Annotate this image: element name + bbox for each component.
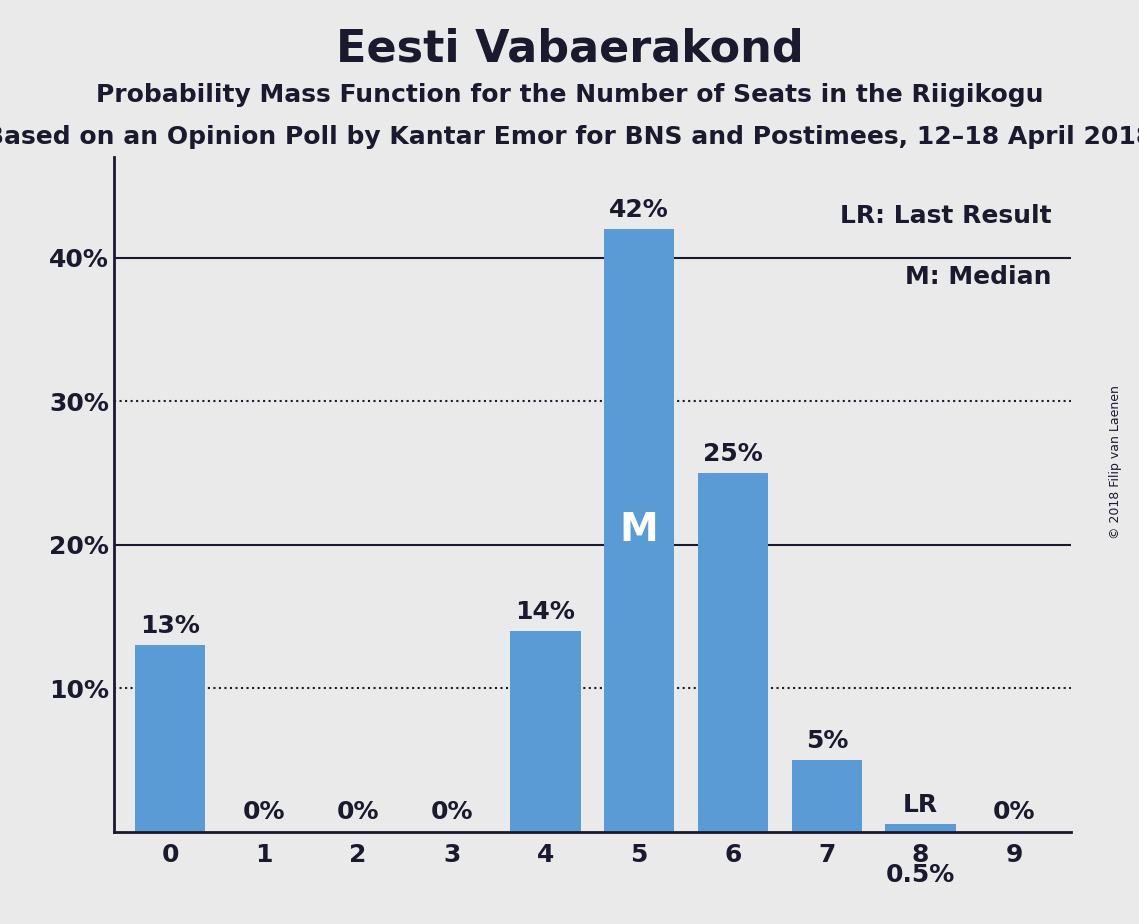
Bar [792,760,862,832]
Bar [604,229,674,832]
Bar [698,473,768,832]
Text: Based on an Opinion Poll by Kantar Emor for BNS and Postimees, 12–18 April 2018: Based on an Opinion Poll by Kantar Emor … [0,125,1139,149]
Text: 25%: 25% [703,442,763,466]
Text: 5%: 5% [805,729,847,753]
Bar [510,631,581,832]
Text: Probability Mass Function for the Number of Seats in the Riigikogu: Probability Mass Function for the Number… [96,83,1043,107]
Text: M: Median: M: Median [906,265,1051,289]
Text: 14%: 14% [516,600,575,624]
Text: 0.5%: 0.5% [886,863,956,887]
Text: LR: Last Result: LR: Last Result [839,204,1051,228]
Text: M: M [620,511,658,549]
Text: 0%: 0% [993,800,1035,824]
Bar [885,824,956,832]
Text: 42%: 42% [609,198,669,222]
Text: 0%: 0% [243,800,285,824]
Text: 13%: 13% [140,614,200,638]
Text: 0%: 0% [431,800,473,824]
Text: 0%: 0% [336,800,379,824]
Text: LR: LR [903,793,939,817]
Text: Eesti Vabaerakond: Eesti Vabaerakond [336,28,803,71]
Text: © 2018 Filip van Laenen: © 2018 Filip van Laenen [1109,385,1122,539]
Bar [136,645,205,832]
